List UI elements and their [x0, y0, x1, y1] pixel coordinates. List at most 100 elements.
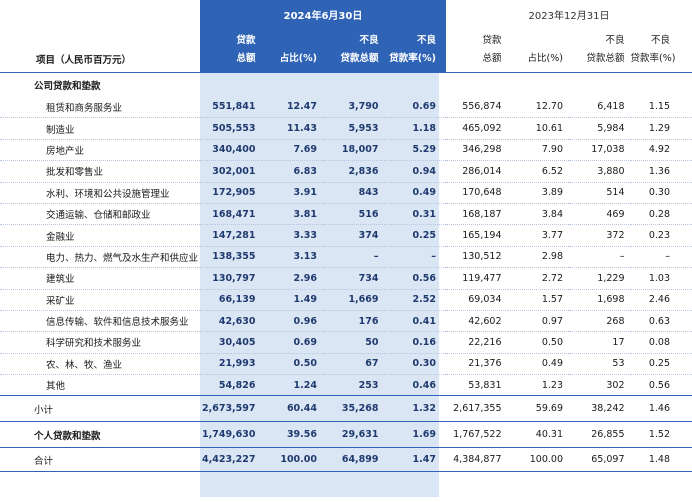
- value-cell: 138,355: [200, 246, 262, 269]
- value-cell: 5,953: [323, 117, 385, 140]
- value-cell: 22,216: [446, 331, 508, 354]
- value-cell: 4.92: [630, 139, 692, 162]
- row-label: 电力、热力、燃气及水生产和供应业: [0, 246, 200, 269]
- value-cell: 60.44: [261, 395, 323, 423]
- value-cell: 0.31: [384, 203, 446, 226]
- value-cell: 100.00: [261, 447, 323, 473]
- value-cell: 0.50: [261, 353, 323, 376]
- value-cell: 1.47: [384, 447, 446, 473]
- column-header-row: 项目（人民币百万元） 贷款 总额 占比(%) 不良 贷款总额 不良 贷款率(%) 贷款…: [0, 28, 692, 73]
- row-label: 交通运输、仓储和邮政业: [0, 203, 200, 226]
- industry-row: 水利、环境和公共设施管理业 172,905 3.91 843 0.49 170,648 3.…: [0, 182, 692, 204]
- value-cell: 505,553: [200, 117, 262, 140]
- value-cell: 465,092: [446, 117, 508, 140]
- row-label: 其他: [0, 374, 200, 397]
- value-cell: 514: [569, 182, 631, 204]
- cur-pct-header: 占比(%): [261, 28, 323, 73]
- value-cell: 6,418: [569, 96, 631, 119]
- row-label: 批发和零售业: [0, 160, 200, 183]
- value-cell: 29,631: [323, 421, 385, 449]
- value-cell: 54,826: [200, 374, 262, 397]
- value-cell: 0.25: [384, 224, 446, 247]
- industry-row: 电力、热力、燃气及水生产和供应业 138,355 3.13– –130,512 2.98…: [0, 246, 692, 269]
- value-cell: 3.77: [507, 224, 569, 247]
- value-cell: 165,194: [446, 224, 508, 247]
- value-cell: –: [323, 246, 385, 269]
- value-cell: 302: [569, 374, 631, 397]
- value-cell: 0.08: [630, 331, 692, 354]
- value-cell: 130,512: [446, 246, 508, 269]
- prior-period-header: 2023年12月31日: [528, 10, 610, 22]
- value-cell: 2.52: [384, 289, 446, 311]
- value-cell: 0.69: [384, 96, 446, 119]
- value-cell: 1.15: [630, 96, 692, 119]
- pri-nplr-header: 不良 贷款率(%): [630, 28, 692, 73]
- value-cell: 253: [323, 374, 385, 397]
- value-cell: 1,229: [569, 267, 631, 290]
- value-cell: 0.30: [384, 353, 446, 376]
- value-cell: 1.03: [630, 267, 692, 290]
- value-cell: 0.69: [261, 331, 323, 354]
- value-cell: 551,841: [200, 96, 262, 119]
- value-cell: 10.61: [507, 117, 569, 140]
- item-column-header: 项目（人民币百万元）: [0, 28, 200, 73]
- header-line: 贷款率(%): [389, 52, 436, 64]
- value-cell: 168,471: [200, 203, 262, 226]
- value-cell: 12.47: [261, 96, 323, 119]
- value-cell: 1.23: [507, 374, 569, 397]
- pri-loans-header: 贷款 总额: [446, 28, 508, 73]
- value-cell: 469: [569, 203, 631, 226]
- subtotal-row: 小计 2,673,597 60.44 35,268 1.32 2,617,355 59.69…: [0, 395, 692, 423]
- row-label: 信息传输、软件和信息技术服务业: [0, 310, 200, 333]
- header-line: 不良: [359, 34, 379, 46]
- value-cell: 843: [323, 182, 385, 204]
- value-cell: 67: [323, 353, 385, 376]
- cur-nplr-header: 不良 贷款率(%): [384, 28, 446, 73]
- value-cell: 286,014: [446, 160, 508, 183]
- value-cell: 172,905: [200, 182, 262, 204]
- cur-npl-header: 不良 贷款总额: [323, 28, 385, 73]
- header-line: 贷款: [482, 34, 502, 46]
- industry-row: 采矿业 66,139 1.49 1,669 2.52 69,034 1.57 1,698 2.4…: [0, 289, 692, 311]
- value-cell: 0.46: [384, 374, 446, 397]
- value-cell: 0.96: [261, 310, 323, 333]
- value-cell: 40.31: [507, 421, 569, 449]
- header-line: 不良: [650, 34, 670, 46]
- row-label: 小计: [0, 395, 200, 423]
- value-cell: 100.00: [507, 447, 569, 473]
- value-cell: 176: [323, 310, 385, 333]
- value-cell: –: [630, 246, 692, 269]
- value-cell: 170,648: [446, 182, 508, 204]
- value-cell: 0.25: [630, 353, 692, 376]
- value-cell: 1.46: [630, 395, 692, 423]
- value-cell: 1,669: [323, 289, 385, 311]
- value-cell: 53,831: [446, 374, 508, 397]
- row-label: 房地产业: [0, 139, 200, 162]
- industry-row: 租赁和商务服务业 551,841 12.47 3,790 0.69 556,874 12.7…: [0, 96, 692, 119]
- value-cell: 65,097: [569, 447, 631, 473]
- value-cell: 30,405: [200, 331, 262, 354]
- personal-loans-row: 个人贷款和垫款 1,749,630 39.56 29,631 1.69 1,767,522…: [0, 421, 692, 449]
- period-header-row: 2024年6月30日 2023年12月31日: [0, 0, 692, 28]
- row-label: 农、林、牧、渔业: [0, 353, 200, 376]
- row-label: 个人贷款和垫款: [0, 421, 200, 449]
- section-title-row: 公司贷款和垫款: [0, 72, 692, 97]
- value-cell: 0.97: [507, 310, 569, 333]
- value-cell: 66,139: [200, 289, 262, 311]
- pri-npl-header: 不良 贷款总额: [569, 28, 631, 73]
- header-line: 占比(%): [279, 52, 317, 64]
- row-label: 建筑业: [0, 267, 200, 290]
- value-cell: 302,001: [200, 160, 262, 183]
- section-title: 公司贷款和垫款: [34, 80, 101, 92]
- value-cell: 556,874: [446, 96, 508, 119]
- value-cell: 0.56: [630, 374, 692, 397]
- value-cell: 42,630: [200, 310, 262, 333]
- value-cell: 1,749,630: [200, 421, 262, 449]
- cur-loans-header: 贷款 总额: [200, 28, 262, 73]
- value-cell: 3.33: [261, 224, 323, 247]
- value-cell: 1.52: [630, 421, 692, 449]
- value-cell: 26,855: [569, 421, 631, 449]
- industry-row: 交通运输、仓储和邮政业 168,471 3.81 516 0.31 168,187 3.84…: [0, 203, 692, 226]
- industry-row: 金融业 147,281 3.33 374 0.25 165,194 3.77 372 0.23: [0, 224, 692, 247]
- value-cell: 17,038: [569, 139, 631, 162]
